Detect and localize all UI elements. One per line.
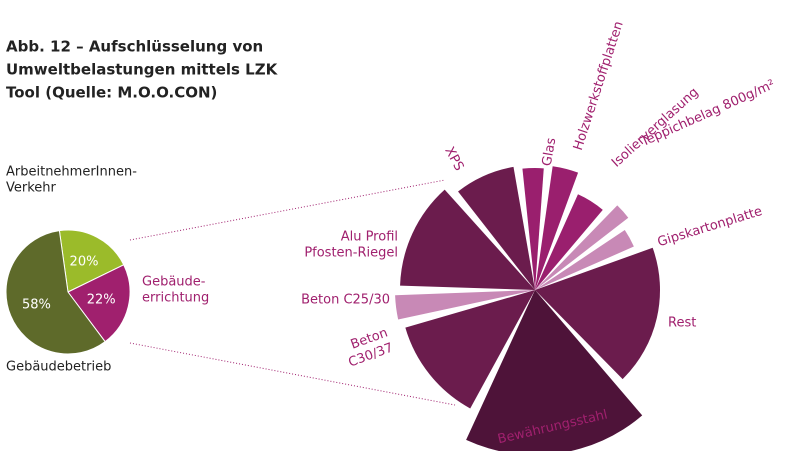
value-label: 58% xyxy=(22,297,51,312)
pie-slice xyxy=(67,264,131,343)
pie-slice xyxy=(58,229,125,293)
value-label: 20% xyxy=(70,254,99,269)
category-label: Gebäudebetrieb xyxy=(6,360,111,375)
polar-slice xyxy=(535,205,629,290)
category-label: errichtung xyxy=(142,291,209,306)
category-label: Verkehr xyxy=(6,181,57,196)
polar-slice xyxy=(400,189,535,290)
title: Tool (Quelle: M.O.O.CON) xyxy=(6,84,217,102)
category-label: Rest xyxy=(668,316,696,331)
category-label: Beton C25/30 xyxy=(301,293,390,308)
polar-slice xyxy=(522,168,544,290)
polar-slice xyxy=(405,290,535,409)
polar-slice xyxy=(395,290,535,320)
polar-slice xyxy=(535,166,579,290)
category-label: Glas xyxy=(540,136,560,167)
polar-slice xyxy=(535,194,603,290)
polar-slice xyxy=(466,290,643,451)
category-label: Holzwerkstoffplatten xyxy=(571,20,627,153)
category-label: Pfosten-Riegel xyxy=(304,246,398,261)
connector xyxy=(129,342,456,406)
title: Abb. 12 – Aufschlüsselung von xyxy=(6,38,263,56)
value-label: 22% xyxy=(87,293,116,308)
pie-slice xyxy=(5,230,106,355)
connector xyxy=(129,179,446,241)
polar-slice xyxy=(458,166,535,290)
category-label: Alu Profil xyxy=(341,230,398,245)
category-label: ArbeitnehmerInnen- xyxy=(6,165,137,180)
category-label: Gipskartonplatte xyxy=(656,204,764,250)
title: Umweltbelastungen mittels LZK xyxy=(6,61,279,79)
polar-slice xyxy=(535,229,634,290)
category-label: XPS xyxy=(441,144,466,173)
polar-slice xyxy=(535,247,661,380)
category-label: Gebäude- xyxy=(142,275,206,290)
